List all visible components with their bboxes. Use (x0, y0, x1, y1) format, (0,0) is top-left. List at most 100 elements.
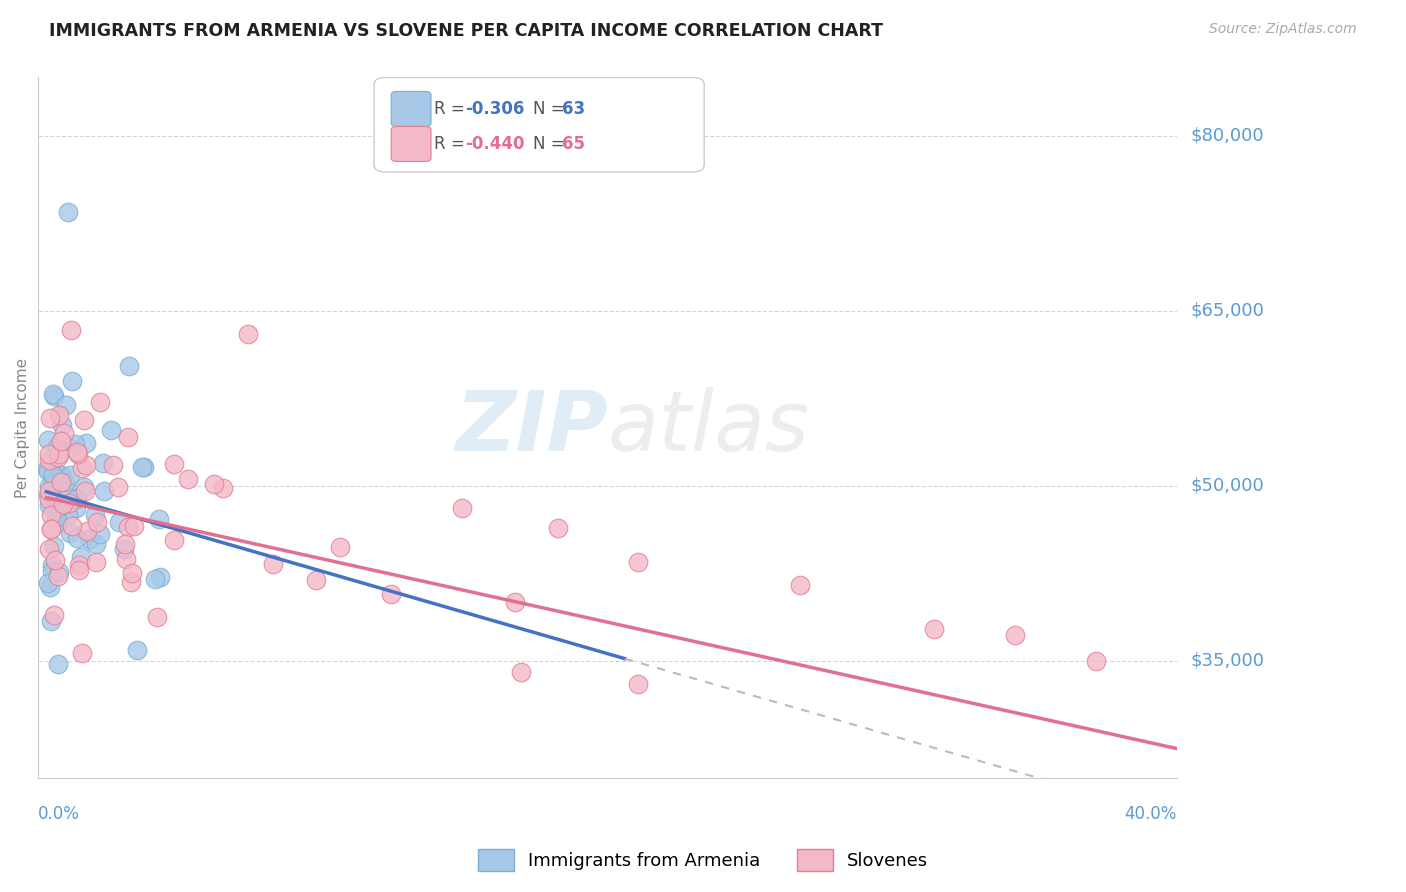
Point (55, 398, 77, 412)
Point (41, 564, 63, 578)
Point (39, 486, 62, 500)
Point (42, 540, 65, 554)
Point (38, 492, 60, 507)
Point (118, 359, 141, 373)
Point (84, 537, 107, 551)
Point (49, 467, 72, 482)
Text: -0.306: -0.306 (465, 100, 524, 118)
Text: $80,000: $80,000 (1191, 127, 1264, 145)
Point (789, 578, 811, 592)
Point (38, 479, 60, 493)
Text: $65,000: $65,000 (1191, 301, 1264, 320)
Text: ZIP: ZIP (454, 387, 607, 468)
Point (38, 542, 60, 557)
Point (163, 458, 186, 472)
Point (509, 665, 531, 680)
Point (59, 442, 82, 456)
Point (1004, 628, 1026, 642)
Point (42, 468, 65, 483)
Point (41, 454, 63, 468)
Point (48, 447, 70, 461)
Point (58, 508, 80, 523)
Point (42, 608, 65, 623)
FancyBboxPatch shape (374, 78, 704, 172)
Point (52, 497, 75, 511)
Legend: Immigrants from Armenia, Slovenes: Immigrants from Armenia, Slovenes (471, 842, 935, 879)
Point (108, 515, 131, 529)
Point (72, 461, 94, 475)
Point (48, 500, 70, 514)
Point (163, 533, 186, 547)
Text: -0.440: -0.440 (465, 135, 524, 153)
Point (125, 643, 148, 657)
Point (51, 469, 73, 483)
Point (41, 558, 63, 572)
Point (380, 587, 402, 601)
Point (53, 486, 76, 500)
Point (59, 323, 82, 337)
Point (59, 468, 82, 483)
Point (59, 526, 82, 541)
Y-axis label: Per Capita Income: Per Capita Income (15, 358, 30, 498)
Point (107, 480, 129, 494)
Point (120, 575, 142, 590)
Point (117, 430, 139, 444)
Point (114, 537, 136, 551)
Point (77, 532, 100, 546)
Point (65, 531, 87, 545)
FancyBboxPatch shape (391, 127, 432, 161)
Point (924, 622, 946, 636)
Point (48, 408, 70, 422)
Point (46, 657, 69, 672)
Point (53, 475, 76, 490)
Point (52, 425, 75, 440)
Point (112, 541, 135, 556)
Point (65, 500, 87, 515)
Point (46, 508, 69, 523)
Point (56, 204, 79, 219)
Text: R =: R = (434, 135, 471, 153)
Text: 63: 63 (562, 100, 585, 118)
Point (66, 447, 89, 461)
Point (46, 568, 69, 582)
Point (49, 434, 72, 448)
Point (75, 458, 97, 473)
Point (37, 487, 59, 501)
Point (100, 423, 122, 437)
Text: atlas: atlas (607, 387, 808, 468)
Point (146, 610, 169, 624)
Point (37, 464, 59, 478)
Point (58, 496, 80, 510)
Point (73, 412, 96, 426)
Point (262, 557, 284, 571)
Point (89, 395, 111, 409)
Point (66, 491, 89, 505)
Point (1084, 654, 1107, 668)
Point (93, 484, 115, 499)
Point (202, 477, 225, 491)
Point (84, 556, 107, 570)
Point (46, 515, 69, 529)
Point (143, 572, 166, 586)
Point (42, 387, 65, 401)
Point (76, 524, 98, 538)
Point (42, 490, 65, 504)
Point (37, 434, 59, 448)
Point (503, 595, 526, 609)
Point (86, 515, 108, 529)
Point (547, 521, 569, 535)
Point (121, 566, 143, 581)
Point (627, 677, 650, 691)
Point (48, 565, 70, 579)
Point (39, 522, 62, 536)
FancyBboxPatch shape (391, 92, 432, 127)
Point (45, 441, 67, 455)
Point (39, 614, 62, 628)
Point (60, 519, 83, 533)
Point (38, 580, 60, 594)
Point (39, 411, 62, 425)
Point (148, 570, 170, 584)
Point (75, 435, 97, 450)
Point (72, 480, 94, 494)
Point (122, 519, 145, 533)
